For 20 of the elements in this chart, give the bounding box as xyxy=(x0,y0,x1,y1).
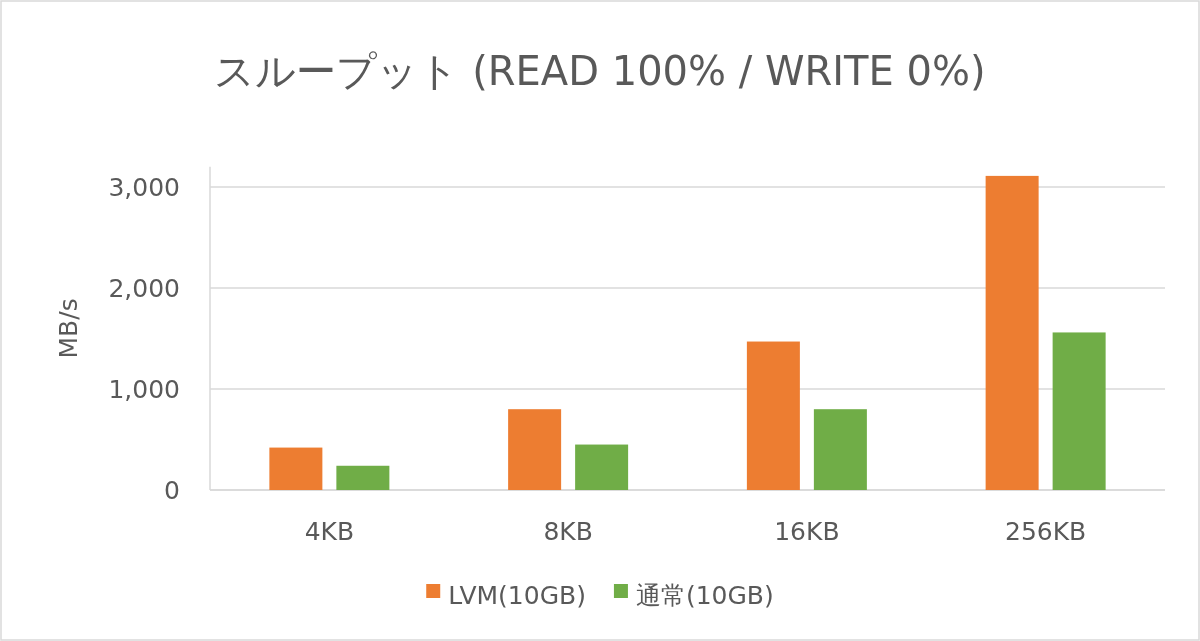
y-tick-label: 2,000 xyxy=(108,274,180,303)
y-tick-label: 1,000 xyxy=(108,375,180,404)
chart-title: スループット (READ 100% / WRITE 0%) xyxy=(214,48,986,94)
y-tick-label: 3,000 xyxy=(108,173,180,202)
legend-label: LVM(10GB) xyxy=(448,581,586,610)
bar xyxy=(813,409,867,490)
x-tick-label: 4KB xyxy=(304,517,355,546)
bar xyxy=(269,447,323,490)
x-tick-label: 8KB xyxy=(543,517,593,546)
bar xyxy=(746,341,800,490)
x-tick-label: 256KB xyxy=(1004,517,1087,546)
y-axis-title: MB/s xyxy=(54,298,83,359)
y-tick-label: 0 xyxy=(164,476,180,505)
bar xyxy=(1052,332,1106,490)
legend-label: 通常(10GB) xyxy=(635,581,774,610)
bar xyxy=(985,175,1039,490)
bar xyxy=(508,409,562,490)
bar xyxy=(336,465,390,490)
x-tick-label: 16KB xyxy=(774,517,840,546)
bar xyxy=(575,444,629,490)
